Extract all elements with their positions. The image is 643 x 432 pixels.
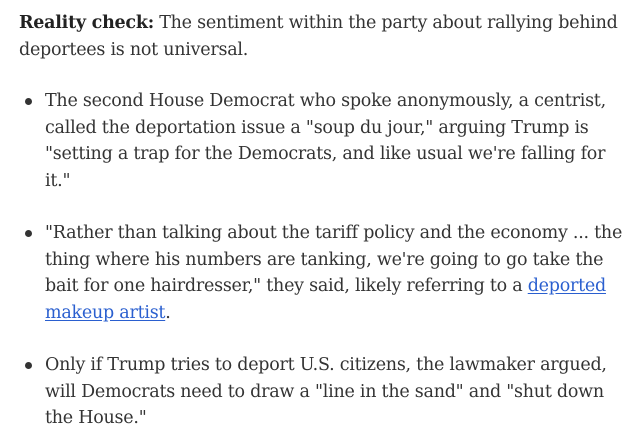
bullet-list: The second House Democrat who spoke anon… xyxy=(19,88,629,432)
list-item: "Rather than talking about the tariff po… xyxy=(19,220,629,326)
bullet-text: Only if Trump tries to deport U.S. citiz… xyxy=(45,355,607,428)
bullet-text-end: . xyxy=(165,302,171,323)
bullet-icon xyxy=(25,98,32,105)
bullet-icon xyxy=(25,362,32,369)
bullet-text: "Rather than talking about the tariff po… xyxy=(45,223,623,296)
reality-check-paragraph: Reality check: The sentiment within the … xyxy=(19,10,629,63)
list-item: The second House Democrat who spoke anon… xyxy=(19,88,629,194)
deported-makeup-artist-link[interactable]: deported makeup artist xyxy=(45,276,606,323)
reality-check-text: The sentiment within the party about ral… xyxy=(19,13,618,60)
article-body: Reality check: The sentiment within the … xyxy=(19,10,629,432)
list-item: Only if Trump tries to deport U.S. citiz… xyxy=(19,352,629,432)
reality-check-label: Reality check: xyxy=(19,13,154,33)
bullet-icon xyxy=(25,230,32,237)
bullet-text: The second House Democrat who spoke anon… xyxy=(45,91,606,191)
